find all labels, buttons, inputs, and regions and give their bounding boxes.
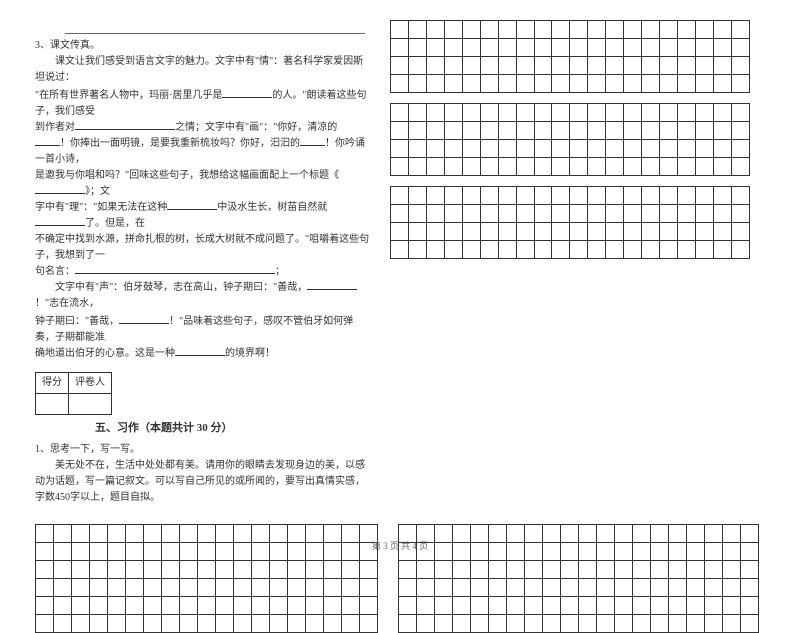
blank[interactable]	[35, 184, 85, 194]
blank[interactable]	[35, 216, 85, 226]
q3-text: 课文让我们感受到语言文字的魅力。文字中有"情"：著名科学家爱因斯坦说过：	[35, 54, 370, 86]
q3-l4: ！你捧出一面明镜，是要我重新梳妆吗？你好，汩汩的！你吟诵一首小诗，	[35, 136, 370, 168]
blank[interactable]	[167, 200, 217, 210]
question-3: 3、课文传真。 课文让我们感受到语言文字的魅力。文字中有"情"：著名科学家爱因斯…	[35, 38, 370, 362]
blank[interactable]	[35, 136, 60, 146]
blank[interactable]	[307, 280, 357, 290]
q3-l9: 文字中有"声"：伯牙鼓琴，志在高山，钟子期曰："善哉，！"志在流水，	[35, 280, 370, 312]
q3-number: 3、课文传真。	[35, 40, 100, 51]
blank[interactable]	[222, 88, 272, 98]
writing-grid-2[interactable]	[390, 103, 750, 176]
page-content: 3、课文传真。 课文让我们感受到语言文字的魅力。文字中有"情"：著名科学家爱因斯…	[35, 20, 765, 508]
blank[interactable]	[75, 264, 275, 274]
left-column: 3、课文传真。 课文让我们感受到语言文字的魅力。文字中有"情"：著名科学家爱因斯…	[35, 20, 370, 508]
blank[interactable]	[125, 120, 175, 130]
bottom-grids	[35, 516, 765, 633]
q3-l6: 字中有"理"："如果无法在这种中汲水生长，树苗自然就了。但是，在	[35, 200, 370, 232]
score-box: 得分 评卷人	[35, 372, 112, 415]
blank[interactable]	[75, 120, 125, 130]
blank[interactable]	[175, 346, 225, 356]
q5-para: 美无处不在，生活中处处都有美。请用你的眼睛去发现身边的美，以感动为话题，写一篇记…	[35, 458, 370, 506]
q3-l5: 是邀我与你唱和吗？"回味这些句子，我想给这幅画面配上一个标题《》；文	[35, 168, 370, 200]
q3-l2: "在所有世界著名人物中，玛丽·居里几乎是的人。"朗读着这些句子，我们感受	[35, 88, 370, 120]
q3-l8: 句名言：；	[35, 264, 370, 280]
score-cell[interactable]	[36, 394, 69, 415]
right-column	[390, 20, 750, 508]
writing-grid-3[interactable]	[390, 186, 750, 259]
blank[interactable]	[119, 314, 169, 324]
blank-line	[65, 20, 365, 34]
score-label: 得分	[36, 373, 69, 394]
blank[interactable]	[300, 136, 325, 146]
grader-cell[interactable]	[69, 394, 112, 415]
section-5-title: 五、习作（本题共计 30 分）	[95, 420, 370, 438]
q3-l3: 到作者对之情；文字中有"画"："你好，清凉的	[35, 120, 370, 136]
page-footer: 第 3 页 共 4 页	[0, 539, 800, 553]
writing-grid-1[interactable]	[390, 20, 750, 93]
q5-1: 1、思考一下，写一写。	[35, 442, 370, 458]
q3-l1: 课文让我们感受到语言文字的魅力。文字中有"情"：著名科学家爱因斯坦说过：	[35, 56, 363, 83]
q3-l7: 不确定中找到水源，拼命扎根的树，长成大树就不成问题了。"咀嚼着这些句子，我想到了…	[35, 232, 370, 264]
q3-l11: 确地道出伯牙的心意。这是一种的境界啊！	[35, 346, 370, 362]
grader-label: 评卷人	[69, 373, 112, 394]
q3-l10: 钟子期曰："善哉，！"品味着这些句子，感叹不管伯牙如何弹奏，子期都能准	[35, 314, 370, 346]
